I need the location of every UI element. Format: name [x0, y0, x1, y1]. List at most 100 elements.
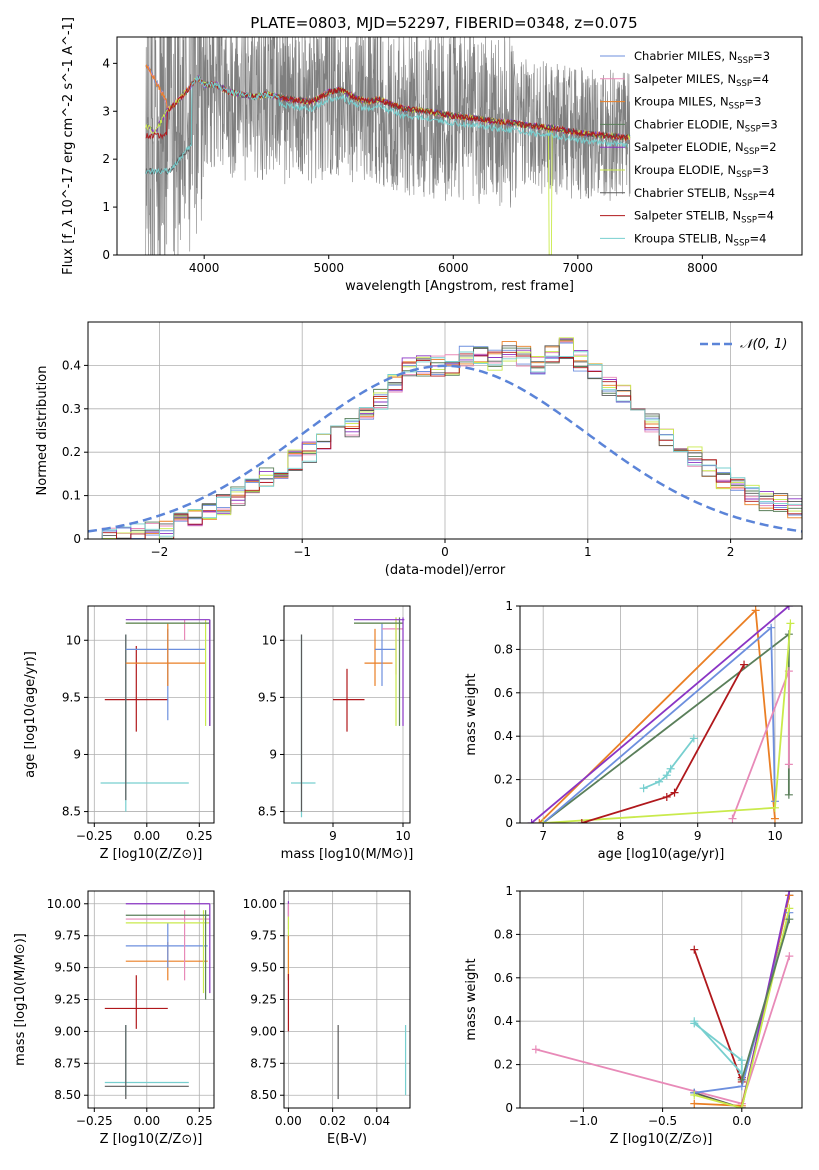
panel-mass-weight-vs-Z: −1.0 −0.5 0.0 0 0.2 0.4 0.6 0.8 1 Z [log10(Z/Z⊙)]… [464, 884, 803, 1147]
data-point-marker [770, 803, 779, 812]
spectrum-legend: Chabrier MILES, NSSP=3 Salpeter MILES, NS… [600, 49, 778, 248]
x-tick-label: 10 [767, 829, 782, 843]
y-tick-label: 8.75 [54, 1056, 81, 1070]
y-tick-label: 9.00 [250, 1024, 277, 1038]
data-point-marker [785, 915, 794, 924]
axes-frame [116, 36, 803, 256]
y-tick-label: 0.2 [62, 445, 81, 459]
weight-line-chabrier_miles [542, 625, 776, 823]
y-tick-label: 0.4 [62, 358, 81, 372]
y-tick-label: 9.50 [54, 961, 81, 975]
y-tick-label: 8.50 [54, 1088, 81, 1102]
y-tick-label: 3 [102, 104, 110, 118]
x-tick-label: 8000 [687, 261, 718, 275]
panel-mass-weight-vs-age: 7 8 9 10 0 0.2 0.4 0.6 0.8 1 age [log10(age/yr)] ma… [464, 599, 803, 862]
data-point-marker [785, 904, 794, 913]
y-tick-label: 0.6 [494, 971, 513, 985]
y-tick-label: 1 [102, 200, 110, 214]
x-tick-label: 0.25 [186, 829, 213, 843]
axes-frame [283, 605, 411, 824]
y-tick-label: 10.00 [243, 897, 277, 911]
histogram-kroupa_stelib [88, 351, 802, 539]
legend-label-kroupa_miles: Kroupa MILES, NSSP=3 [634, 95, 761, 112]
y-tick-label: 4 [102, 56, 110, 70]
data-point-marker [662, 771, 671, 780]
x-tick-label: −1 [293, 545, 311, 559]
histogram-salpeter_stelib [88, 351, 802, 539]
y-tick-label: 2 [102, 152, 110, 166]
axes-frame [519, 605, 803, 824]
data-point-marker [767, 623, 776, 632]
x-tick-label: 0 [441, 545, 449, 559]
y-tick-label: 0.2 [494, 1058, 513, 1072]
plot-area [100, 619, 211, 812]
panel-spectrum: 4000 5000 6000 7000 8000 0 1 2 3 4 wavelength [Ang… [61, 17, 803, 294]
plot-area [104, 903, 211, 1100]
data-point-marker [655, 777, 664, 786]
x-tick-label: 8 [617, 829, 625, 843]
x-tick-label: 4000 [189, 261, 220, 275]
y-tick-label: 1 [505, 599, 513, 613]
legend-label-chabrier_elodie: Chabrier ELODIE, NSSP=3 [634, 117, 778, 134]
legend-label-salpeter_elodie: Salpeter ELODIE, NSSP=2 [634, 140, 777, 157]
y-tick-label: 0.3 [62, 402, 81, 416]
spectrum-data-line [145, 37, 631, 255]
x-tick-label: 9 [694, 829, 702, 843]
data-point-marker [786, 619, 795, 628]
data-point-marker [784, 790, 793, 799]
y-tick-label: 0.4 [494, 1014, 513, 1028]
legend-label-chabrier_stelib: Chabrier STELIB, NSSP=4 [634, 186, 775, 203]
plot-area [88, 337, 802, 539]
y-tick-label: 0 [102, 248, 110, 262]
weight-line-salpeter_elodie [531, 606, 790, 823]
legend-label-chabrier_miles: Chabrier MILES, NSSP=3 [634, 49, 770, 66]
y-tick-label: 9 [269, 747, 277, 761]
plot-area [291, 617, 405, 818]
y-tick-label: 9.5 [62, 690, 81, 704]
plot-area [145, 37, 631, 255]
x-tick-label: 0.02 [319, 1114, 346, 1128]
panel-residual-distribution: −2 −1 0 1 2 0 0.1 0.2 0.3 0.4 (data-model)/error No… [35, 321, 803, 578]
data-point-marker [737, 1075, 746, 1084]
y-tick-label: 9.75 [54, 929, 81, 943]
data-point-marker [784, 606, 793, 610]
panel-age-vs-Z: −0.25 0.00 0.25 8.5 9 9.5 10 Z [log10(Z/Z⊙)] age… [23, 605, 215, 862]
y-axis-label: Flux [f_λ 10^-17 erg cm^-2 s^-1 A^-1] [61, 17, 76, 275]
y-tick-label: 10 [262, 633, 277, 647]
y-tick-label: 10.00 [47, 897, 81, 911]
data-point-marker [737, 1104, 746, 1108]
y-tick-label: 0 [73, 532, 81, 546]
data-point-marker [690, 1099, 699, 1108]
figure-title: PLATE=0803, MJD=52297, FIBERID=0348, z=0… [250, 14, 637, 32]
y-tick-label: 9.5 [258, 690, 277, 704]
x-tick-label: −1.0 [569, 1114, 598, 1128]
data-point-marker [539, 819, 548, 823]
y-tick-label: 8.5 [258, 805, 277, 819]
x-tick-label: 9 [329, 829, 337, 843]
y-tick-label: 0 [505, 1101, 513, 1115]
y-axis-label: mass weight [464, 673, 479, 755]
data-point-marker [577, 819, 586, 823]
y-tick-label: 9.00 [54, 1024, 81, 1038]
data-point-marker [662, 792, 671, 801]
x-tick-label: 0.25 [186, 1114, 213, 1128]
histogram-chabrier_stelib [88, 345, 802, 539]
x-axis-label: E(B-V) [327, 1132, 367, 1147]
x-tick-label: −0.5 [648, 1114, 677, 1128]
model-line-salpeter_stelib [145, 75, 629, 142]
data-point-marker [639, 784, 648, 793]
data-point-marker [690, 1019, 699, 1028]
data-point-marker [785, 952, 794, 961]
y-axis-label: mass weight [464, 958, 479, 1040]
x-tick-label: 6000 [438, 261, 469, 275]
y-tick-label: 9.25 [250, 993, 277, 1007]
y-tick-label: 1 [505, 884, 513, 898]
x-tick-label: 10 [395, 829, 410, 843]
x-axis-label: Z [log10(Z/Z⊙)] [100, 1132, 203, 1147]
legend-label-salpeter_miles: Salpeter MILES, NSSP=4 [634, 72, 769, 89]
y-tick-label: 9.75 [250, 929, 277, 943]
y-tick-label: 0.8 [494, 927, 513, 941]
x-tick-label: 0.04 [363, 1114, 390, 1128]
y-tick-label: 0.1 [62, 489, 81, 503]
y-tick-label: 0.4 [494, 729, 513, 743]
